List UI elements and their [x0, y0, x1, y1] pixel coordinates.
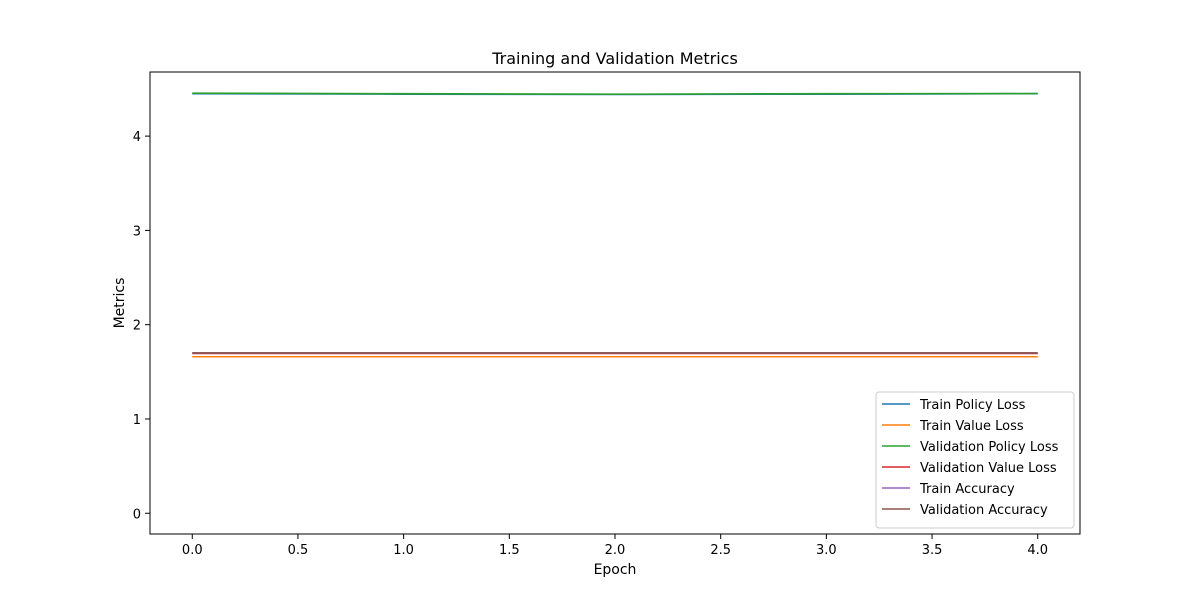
- x-tick-label: 4.0: [1027, 543, 1048, 558]
- legend-label-3: Validation Value Loss: [920, 461, 1057, 476]
- y-axis: 0 1 2 3 4: [133, 130, 150, 522]
- x-axis: 0.0 0.5 1.0 1.5 2.0 2.5 3.0 3.5 4.0: [182, 534, 1048, 558]
- y-tick-label: 0: [133, 507, 141, 522]
- chart-title: Training and Validation Metrics: [491, 49, 738, 68]
- x-tick-label: 2.5: [710, 543, 731, 558]
- y-tick-label: 3: [133, 224, 141, 239]
- legend-label-1: Train Value Loss: [919, 419, 1024, 434]
- x-axis-label: Epoch: [594, 562, 637, 578]
- y-tick-label: 4: [133, 130, 141, 145]
- legend: Train Policy Loss Train Value Loss Validat…: [875, 391, 1075, 529]
- x-tick-label: 3.5: [922, 543, 943, 558]
- series-line-2: [192, 92, 1038, 95]
- x-tick-label: 0.5: [288, 543, 309, 558]
- series-layer: [192, 92, 1038, 358]
- x-tick-label: 3.0: [816, 543, 837, 558]
- y-tick-label: 2: [133, 319, 141, 334]
- legend-label-0: Train Policy Loss: [919, 398, 1026, 413]
- y-tick-label: 1: [133, 413, 141, 428]
- legend-label-5: Validation Accuracy: [920, 503, 1048, 518]
- y-axis-label: Metrics: [112, 278, 128, 329]
- x-tick-label: 2.0: [605, 543, 626, 558]
- x-tick-label: 1.0: [393, 543, 414, 558]
- x-tick-label: 0.0: [182, 543, 203, 558]
- legend-box: [875, 391, 1075, 529]
- legend-label-2: Validation Policy Loss: [920, 440, 1059, 455]
- x-tick-label: 1.5: [499, 543, 520, 558]
- legend-label-4: Train Accuracy: [919, 482, 1015, 497]
